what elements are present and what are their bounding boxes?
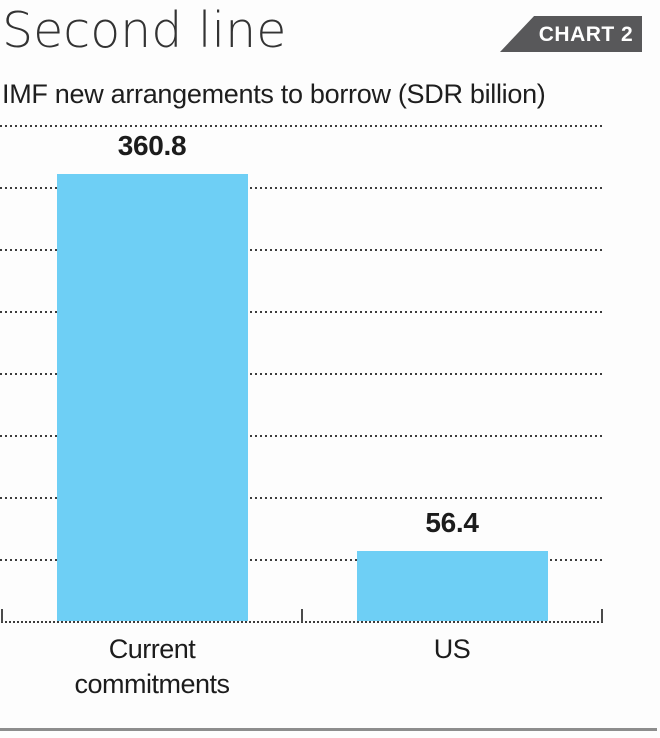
axis-tick: [1, 609, 3, 622]
gridline: [0, 249, 602, 251]
bar-value-label: 360.8: [117, 130, 187, 161]
bar-us: [357, 551, 548, 621]
bar-category-label: Current commitments: [74, 634, 230, 699]
gridline: [0, 497, 602, 499]
gridline: [0, 373, 602, 375]
bar-category-label: US: [433, 634, 471, 664]
gridline: [0, 559, 602, 561]
bottom-divider-line: [0, 728, 657, 731]
x-axis-baseline: [1, 621, 603, 623]
gridline: [0, 435, 602, 437]
gridline: [0, 187, 602, 189]
chart-title: Second line: [2, 2, 287, 59]
axis-tick: [601, 609, 603, 622]
axis-tick: [301, 609, 303, 622]
bar-value-label: 56.4: [425, 507, 479, 538]
gridline: [0, 311, 602, 313]
gridline: [0, 125, 602, 127]
chart-subtitle: IMF new arrangements to borrow (SDR bill…: [2, 79, 546, 109]
bar-current-commitments: [57, 174, 248, 621]
